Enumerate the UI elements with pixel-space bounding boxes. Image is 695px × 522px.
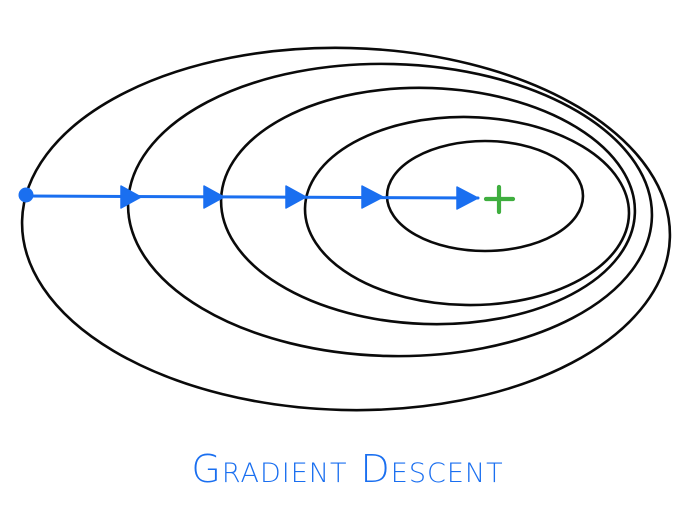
contour-ring-4	[303, 115, 631, 307]
contour-ring-5	[385, 139, 585, 253]
minimum-plus-icon	[483, 184, 516, 215]
step-arrow-3	[285, 185, 307, 209]
step-arrow-5	[456, 186, 479, 210]
contour-ring-1	[20, 46, 672, 412]
step-arrow-1	[120, 185, 142, 209]
step-arrow-2	[203, 185, 225, 209]
contour-lines	[20, 46, 672, 412]
diagram-caption: Gradient Descent	[191, 447, 504, 491]
start-point-dot	[18, 187, 34, 203]
descent-path	[18, 185, 480, 210]
descent-path-line	[24, 194, 480, 200]
step-arrow-4	[361, 185, 384, 209]
